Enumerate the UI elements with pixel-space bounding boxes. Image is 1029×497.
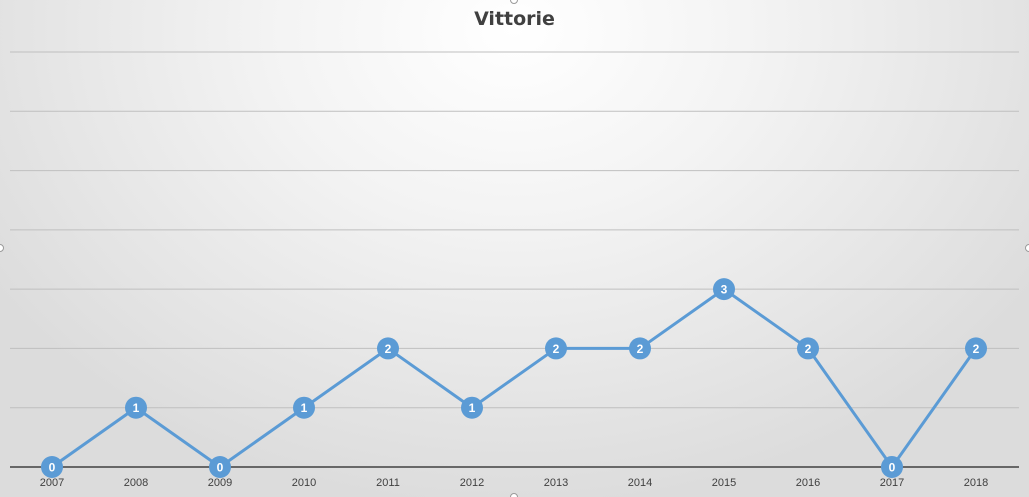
x-tick-label-2013: 2013 [544, 477, 568, 489]
series-layer: 0 1 0 1 2 1 2 2 3 2 0 2 [41, 278, 987, 478]
data-point-2010[interactable] [293, 396, 315, 419]
gridlines [10, 51, 1019, 409]
data-point-2018[interactable] [965, 337, 987, 360]
data-label-2018: 2 [973, 342, 980, 356]
data-point-2013[interactable] [545, 337, 567, 360]
data-point-2009[interactable] [209, 456, 231, 478]
x-tick-label-2016: 2016 [796, 477, 820, 489]
data-point-2008[interactable] [125, 396, 147, 419]
x-tick-label-2011: 2011 [376, 477, 400, 489]
data-label-2014: 2 [637, 342, 644, 356]
data-point-2011[interactable] [377, 337, 399, 360]
data-label-2016: 2 [805, 342, 812, 356]
x-tick-label-2008: 2008 [124, 477, 148, 489]
data-point-2016[interactable] [797, 337, 819, 360]
resize-handle-right[interactable] [1025, 244, 1029, 252]
resize-handle-bottom[interactable] [510, 493, 518, 497]
data-label-2008: 1 [133, 401, 140, 415]
data-point-2017[interactable] [881, 456, 903, 478]
data-point-2015[interactable] [713, 278, 735, 301]
x-tick-label-2009: 2009 [208, 477, 232, 489]
data-label-2010: 1 [301, 401, 308, 415]
chart-title: Vittorie [474, 8, 555, 30]
x-tick-label-2010: 2010 [292, 477, 316, 489]
x-tick-label-2015: 2015 [712, 477, 736, 489]
data-label-2017: 0 [889, 461, 896, 475]
data-label-2012: 1 [469, 401, 476, 415]
data-point-2007[interactable] [41, 456, 63, 478]
x-tick-label-2017: 2017 [880, 477, 904, 489]
data-point-2012[interactable] [461, 396, 483, 419]
series-line-0 [51, 287, 978, 469]
x-tick-label-2007: 2007 [40, 477, 64, 489]
data-label-2013: 2 [553, 342, 560, 356]
data-label-2015: 3 [721, 283, 728, 297]
data-label-2009: 0 [217, 461, 224, 475]
x-tick-labels: 2007 2008 2009 2010 2011 2012 2013 2014 2015 2016… [40, 477, 988, 489]
data-label-2007: 0 [49, 461, 56, 475]
x-tick-label-2018: 2018 [964, 477, 988, 489]
data-label-2011: 2 [385, 342, 392, 356]
x-tick-label-2014: 2014 [628, 477, 652, 489]
x-tick-label-2012: 2012 [460, 477, 484, 489]
data-point-2014[interactable] [629, 337, 651, 360]
